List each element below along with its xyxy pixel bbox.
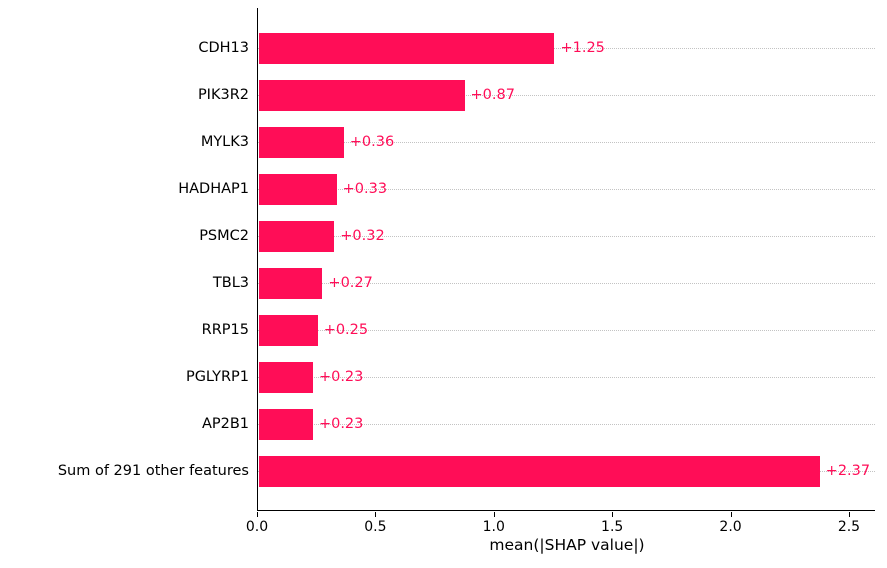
- bar: [258, 455, 820, 487]
- value-label: +0.23: [318, 368, 364, 385]
- category-label: TBL3: [212, 274, 249, 291]
- gridline: [258, 189, 875, 190]
- category-label: PGLYRP1: [185, 368, 249, 385]
- gridline: [258, 424, 875, 425]
- x-axis-spine: [257, 510, 875, 511]
- gridline: [258, 377, 875, 378]
- gridline: [258, 95, 875, 96]
- x-tick-label: 1.0: [482, 519, 505, 535]
- value-label: +1.25: [560, 39, 605, 56]
- bar: [258, 32, 555, 64]
- x-tick-mark: [730, 511, 732, 517]
- value-label: +2.37: [825, 462, 871, 479]
- category-label: Sum of 291 other features: [57, 462, 249, 479]
- gridline: [258, 48, 875, 49]
- bar: [258, 173, 337, 205]
- gridline: [258, 142, 875, 143]
- x-tick-mark: [612, 511, 614, 517]
- value-label: +0.33: [342, 180, 388, 197]
- value-label: +0.36: [349, 133, 395, 150]
- x-tick-label: 0.0: [245, 519, 269, 535]
- x-tick-label: 2.0: [719, 519, 742, 535]
- value-label: +0.23: [318, 415, 364, 432]
- value-label: +0.25: [323, 321, 369, 338]
- bar: [258, 126, 344, 158]
- category-label: PSMC2: [199, 227, 249, 244]
- value-label: +0.27: [328, 274, 373, 291]
- x-tick-mark: [375, 511, 377, 517]
- x-tick-mark: [257, 511, 258, 517]
- gridline: [258, 330, 875, 331]
- bar: [258, 220, 335, 252]
- value-label: +0.32: [340, 227, 385, 244]
- category-label: AP2B1: [201, 415, 249, 432]
- category-label: RRP15: [201, 321, 249, 338]
- category-label: HADHAP1: [178, 180, 249, 197]
- gridline: [258, 236, 875, 237]
- bar: [258, 79, 465, 111]
- category-label: MYLK3: [200, 133, 249, 150]
- x-tick-label: 1.5: [601, 519, 624, 535]
- y-axis-spine: [257, 8, 258, 510]
- gridline: [258, 283, 875, 284]
- bar: [258, 408, 313, 440]
- x-tick-label: 2.5: [837, 519, 861, 535]
- x-tick-label: 0.5: [364, 519, 387, 535]
- bar: [258, 267, 323, 299]
- x-axis-label: mean(|SHAP value|): [489, 536, 645, 554]
- category-label: PIK3R2: [197, 86, 249, 103]
- category-label: CDH13: [198, 39, 249, 56]
- bar: [258, 314, 318, 346]
- value-label: +0.87: [470, 86, 515, 103]
- x-tick-mark: [848, 511, 850, 517]
- x-tick-mark: [493, 511, 495, 517]
- bar: [258, 361, 313, 393]
